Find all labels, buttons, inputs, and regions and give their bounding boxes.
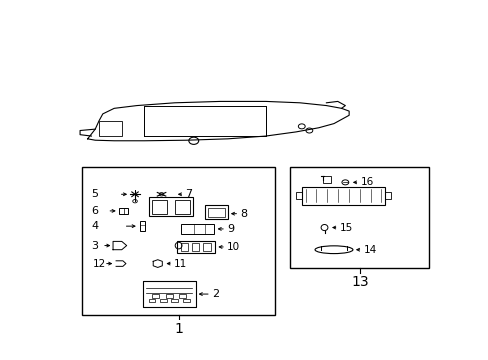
Text: 7: 7 (184, 189, 192, 199)
Text: 16: 16 (360, 177, 373, 187)
Text: 13: 13 (350, 275, 368, 289)
Text: 3: 3 (91, 240, 98, 251)
Text: 9: 9 (226, 224, 234, 234)
Bar (191, 243, 199, 251)
Bar (183, 298, 189, 302)
Bar (148, 298, 155, 302)
Bar (82, 167, 275, 315)
Bar (205, 205, 227, 219)
Text: 4: 4 (91, 221, 99, 231)
Bar (160, 298, 166, 302)
Text: 11: 11 (174, 258, 187, 269)
Bar (149, 197, 192, 216)
Text: 6: 6 (91, 206, 98, 216)
Bar (152, 294, 159, 298)
Bar (296, 192, 301, 199)
Text: 12: 12 (92, 258, 105, 269)
Text: 15: 15 (339, 222, 352, 233)
Bar (181, 224, 213, 234)
Bar (180, 243, 188, 251)
Bar (322, 176, 330, 183)
Bar (152, 200, 167, 214)
Bar (175, 200, 189, 214)
Text: 5: 5 (91, 189, 98, 199)
Bar (142, 281, 195, 307)
Bar (203, 243, 210, 251)
Bar (171, 298, 178, 302)
Bar (165, 294, 172, 298)
Text: 8: 8 (240, 209, 247, 219)
Bar (290, 167, 428, 268)
Text: 1: 1 (174, 322, 183, 336)
Text: 2: 2 (211, 289, 219, 299)
Bar (179, 294, 185, 298)
Bar (140, 221, 144, 231)
Bar (176, 241, 214, 253)
Bar (99, 121, 122, 136)
Text: 14: 14 (363, 245, 376, 255)
Text: 10: 10 (226, 242, 240, 252)
Bar (301, 186, 385, 205)
Bar (208, 208, 224, 217)
Bar (119, 208, 128, 214)
Bar (385, 192, 390, 199)
